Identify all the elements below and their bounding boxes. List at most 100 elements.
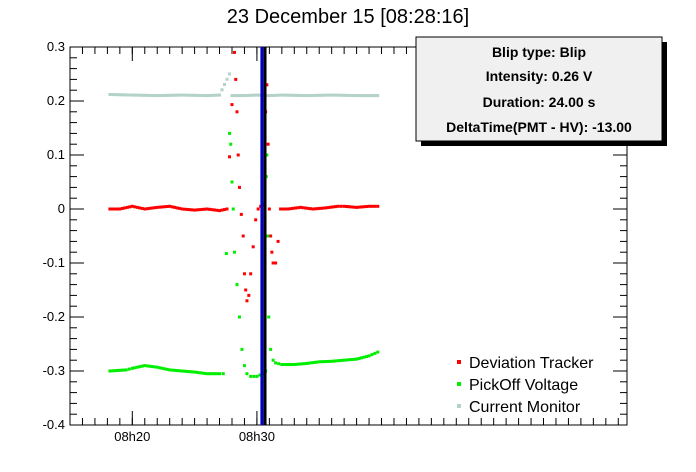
data-point (286, 207, 290, 211)
trace-point (171, 93, 175, 97)
data-point (274, 261, 278, 265)
trace-point (169, 93, 173, 97)
trace-point (332, 93, 336, 97)
trace-point (157, 94, 161, 98)
data-point (244, 288, 248, 292)
trace-point (290, 363, 294, 367)
trace-point (350, 358, 354, 362)
trace-point (369, 94, 373, 98)
data-point (342, 204, 346, 208)
trace-point (245, 93, 249, 97)
trace-point (200, 371, 204, 375)
trace-point (123, 206, 127, 210)
trace-point (318, 93, 322, 97)
trace-point (117, 368, 121, 372)
plot-frame (69, 46, 628, 426)
trace-point (289, 93, 293, 97)
trace-point (282, 363, 286, 367)
trace-point (135, 365, 139, 369)
trace-point (307, 361, 311, 365)
trace-point (326, 206, 330, 210)
trace-point (185, 93, 189, 97)
trace-point (188, 370, 192, 374)
trace-point (365, 355, 369, 359)
trace-point (370, 353, 374, 357)
data-point (205, 207, 209, 211)
trace-point (189, 93, 193, 97)
trace-point (203, 94, 207, 98)
trace-point (120, 206, 124, 210)
y-tick-label: -0.2 (43, 309, 65, 324)
trace-point (296, 206, 300, 210)
data-point (235, 283, 239, 287)
data-point (249, 374, 253, 378)
trace-point (115, 369, 119, 373)
trace-point (302, 362, 306, 366)
legend-label-current-monitor: Current Monitor (469, 399, 581, 416)
trace-point (339, 93, 343, 97)
trace-point (252, 374, 256, 378)
data-point (271, 261, 275, 265)
trace-point (309, 94, 313, 98)
data-point (108, 207, 112, 211)
trace-point (158, 205, 162, 209)
data-point (355, 205, 359, 209)
trace-point (312, 93, 316, 97)
data-point (376, 350, 380, 354)
trace-point (124, 93, 128, 97)
legend-marker-deviation-tracker (457, 360, 461, 364)
trace-point (302, 94, 306, 98)
data-point (193, 208, 197, 212)
trace-point (250, 93, 254, 97)
data-point (276, 239, 280, 243)
data-point (143, 364, 147, 368)
trace-point (139, 93, 143, 97)
legend-marker-pickoff-voltage (457, 382, 461, 386)
trace-point (182, 93, 186, 97)
trace-point (294, 206, 298, 210)
data-point (240, 347, 244, 351)
data-point (270, 250, 274, 254)
trace-point (220, 88, 224, 92)
trace-point (146, 93, 150, 97)
data-point (342, 358, 346, 362)
trace-point (140, 364, 144, 368)
trace-point (135, 93, 139, 97)
trace-point (170, 205, 174, 209)
trace-point (188, 208, 192, 212)
trace-point (282, 93, 286, 97)
data-point (235, 110, 239, 114)
trace-point (142, 93, 146, 97)
trace-point (310, 361, 314, 365)
data-point (376, 94, 380, 98)
data-point (311, 207, 315, 211)
trace-point (373, 94, 377, 98)
trace-point (335, 359, 339, 363)
trace-point (150, 206, 154, 210)
data-point (218, 209, 222, 213)
data-point (130, 204, 134, 208)
trace-point (126, 93, 130, 97)
trace-point (148, 93, 152, 97)
data-point (305, 361, 309, 365)
legend-label-deviation-tracker: Deviation Tracker (469, 355, 594, 372)
trace-point (148, 364, 152, 368)
trace-point (366, 94, 370, 98)
data-point (205, 94, 209, 98)
trace-point (332, 359, 336, 363)
trace-point (163, 205, 167, 209)
trace-point (190, 370, 194, 374)
trace-point (196, 93, 200, 97)
trace-point (285, 363, 289, 367)
series-layer (108, 50, 380, 378)
data-point (255, 93, 259, 97)
data-point (330, 359, 334, 363)
trace-point (352, 357, 356, 361)
trace-point (343, 93, 347, 97)
x-tick-label: 08h20 (114, 429, 150, 444)
trace-point (203, 371, 207, 375)
data-point (155, 94, 159, 98)
trace-point (150, 365, 154, 369)
data-point (130, 93, 134, 97)
trace-point (198, 371, 202, 375)
